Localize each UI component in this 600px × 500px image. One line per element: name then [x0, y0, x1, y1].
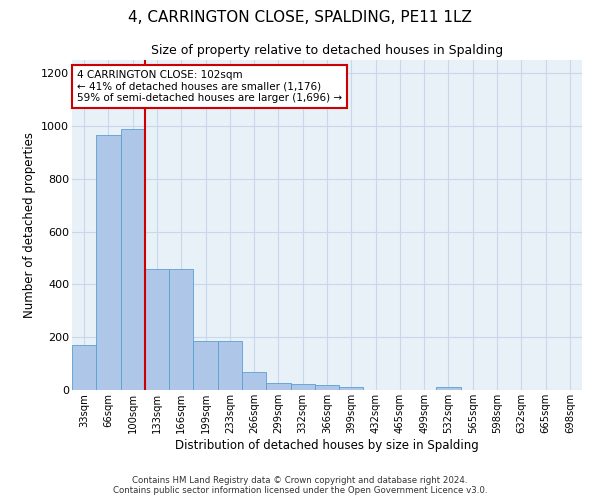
Bar — [339, 388, 364, 390]
Bar — [242, 372, 266, 390]
Y-axis label: Number of detached properties: Number of detached properties — [23, 132, 35, 318]
Bar — [121, 128, 145, 390]
Bar — [290, 384, 315, 390]
Bar — [218, 341, 242, 390]
Text: 4 CARRINGTON CLOSE: 102sqm
← 41% of detached houses are smaller (1,176)
59% of s: 4 CARRINGTON CLOSE: 102sqm ← 41% of deta… — [77, 70, 342, 103]
Bar — [96, 135, 121, 390]
Bar — [436, 386, 461, 390]
Bar — [145, 268, 169, 390]
Text: 4, CARRINGTON CLOSE, SPALDING, PE11 1LZ: 4, CARRINGTON CLOSE, SPALDING, PE11 1LZ — [128, 10, 472, 25]
Title: Size of property relative to detached houses in Spalding: Size of property relative to detached ho… — [151, 44, 503, 58]
Bar — [169, 268, 193, 390]
Bar — [193, 341, 218, 390]
Bar — [72, 345, 96, 390]
X-axis label: Distribution of detached houses by size in Spalding: Distribution of detached houses by size … — [175, 438, 479, 452]
Bar — [315, 384, 339, 390]
Bar — [266, 382, 290, 390]
Text: Contains HM Land Registry data © Crown copyright and database right 2024.
Contai: Contains HM Land Registry data © Crown c… — [113, 476, 487, 495]
